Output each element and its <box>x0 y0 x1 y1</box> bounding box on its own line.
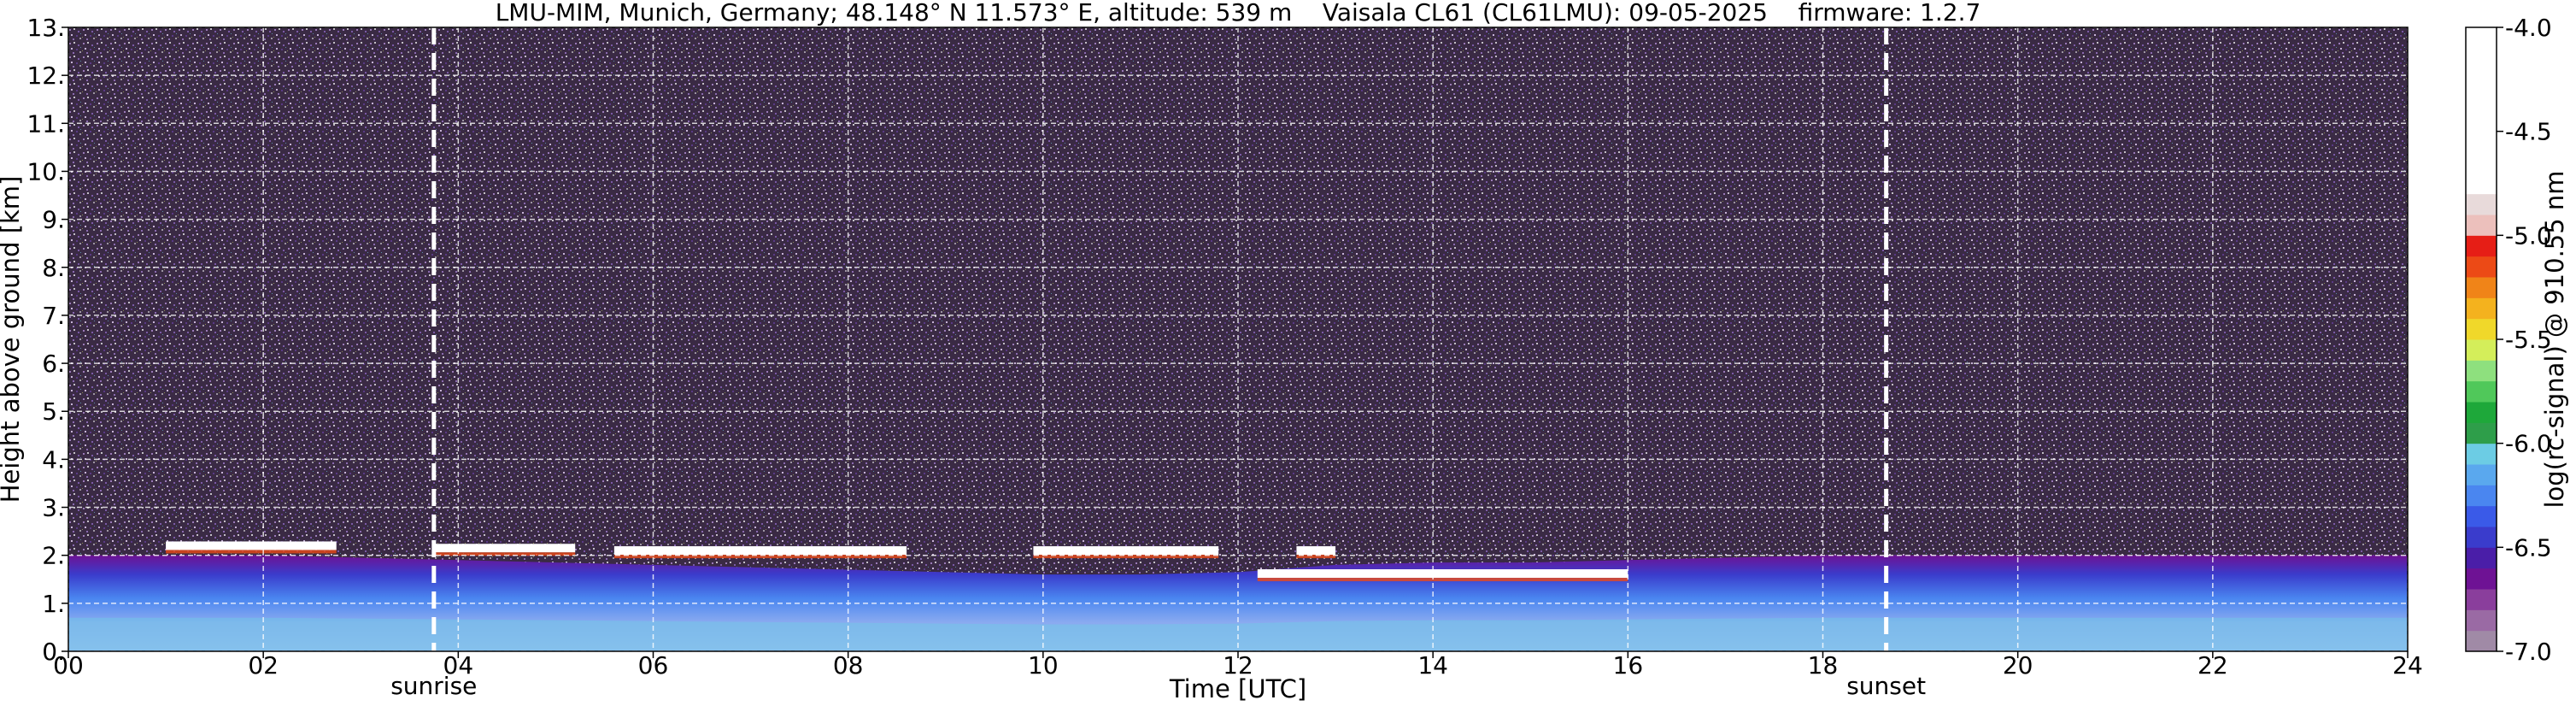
colorbar-tick-label: -6.5 <box>2505 533 2552 562</box>
colorbar-cell <box>2466 505 2497 527</box>
cloud-edge <box>1296 555 1336 559</box>
colorbar-tick-label: -6.0 <box>2505 430 2552 458</box>
x-tick-label: 04 <box>443 651 474 680</box>
colorbar-tick-label: -4.0 <box>2505 14 2552 42</box>
cloud-edge <box>1257 578 1628 582</box>
x-axis: 00 02 04 06 08 10 12 14 16 18 20 22 24 <box>53 651 2423 680</box>
y-tick-label: 12. <box>26 62 65 90</box>
x-tick-label: 24 <box>2392 651 2423 680</box>
y-tick-label: 8. <box>42 254 65 282</box>
y-axis: 0. 1. 2. 3. 4. 5. 6. 7. 8. 9. 10. 11. 12. 13. <box>26 14 68 666</box>
x-tick-label: 22 <box>2198 651 2228 680</box>
colorbar-ticks: -4.0 -4.5 -5.0 -5.5 -6.0 -6.5 -7.0 <box>2497 14 2552 666</box>
colorbar-cell <box>2466 318 2497 340</box>
colorbar-cell <box>2466 215 2497 236</box>
y-tick-label: 7. <box>42 302 65 330</box>
colorbar-cell <box>2466 235 2497 257</box>
cloud-segment <box>1296 546 1336 556</box>
colorbar-cell <box>2466 443 2497 465</box>
colorbar-cell <box>2466 380 2497 403</box>
y-tick-label: 4. <box>42 445 65 474</box>
gridlines <box>67 26 2409 652</box>
y-tick-label: 5. <box>42 397 65 426</box>
y-tick-label: 3. <box>42 494 65 522</box>
y-tick-label: 9. <box>42 206 65 234</box>
colorbar-tick-label: -7.0 <box>2505 638 2552 666</box>
plot-area: sunrise sunset <box>67 26 2409 700</box>
x-tick-label: 10 <box>1028 651 1059 680</box>
cloud-edge <box>613 555 907 559</box>
colorbar-cell <box>2466 277 2497 298</box>
event-markers: sunrise sunset <box>390 27 1926 700</box>
y-tick-label: 6. <box>42 350 65 378</box>
colorbar: -4.0 -4.5 -5.0 -5.5 -6.0 -6.5 -7.0 log(rc-sign… <box>2465 14 2569 666</box>
colorbar-cell <box>2466 527 2497 548</box>
colorbar-tick-label: -4.5 <box>2505 118 2552 146</box>
colorbar-cell <box>2466 339 2497 361</box>
cloud-segment <box>613 546 907 556</box>
y-tick-label: 10. <box>26 157 65 185</box>
colorbar-cell <box>2466 422 2497 444</box>
colorbar-cell <box>2466 589 2497 610</box>
cloud-segment <box>1033 546 1219 556</box>
colorbar-cells <box>2466 27 2497 652</box>
event-marker-label: sunrise <box>390 672 477 700</box>
event-marker-label: sunset <box>1846 672 1926 700</box>
x-tick-label: 16 <box>1613 651 1644 680</box>
colorbar-cell <box>2466 464 2497 485</box>
colorbar-cell <box>2466 547 2497 569</box>
x-tick-label: 14 <box>1417 651 1448 680</box>
cloud-edge <box>433 552 576 556</box>
y-tick-label: 1. <box>42 590 65 618</box>
colorbar-tick-label: -5.0 <box>2505 221 2552 250</box>
x-tick-label: 18 <box>1808 651 1839 680</box>
colorbar-cell <box>2466 193 2497 215</box>
colorbar-cell <box>2466 256 2497 278</box>
colorbar-cell <box>2466 402 2497 423</box>
x-tick-label: 02 <box>248 651 279 680</box>
cloud-edge <box>1033 555 1219 559</box>
y-tick-label: 13. <box>26 14 65 42</box>
colorbar-cell <box>2466 485 2497 507</box>
cloud-segment <box>166 541 337 550</box>
cloud-segment <box>433 544 576 553</box>
cloud-edge <box>166 550 337 554</box>
x-tick-label: 20 <box>2003 651 2033 680</box>
colorbar-cell <box>2466 609 2497 632</box>
y-tick-label: 0. <box>42 638 65 666</box>
y-axis-label: Height above ground [km] <box>0 176 25 503</box>
colorbar-cell <box>2466 297 2497 320</box>
colorbar-cell <box>2466 568 2497 590</box>
cloud-segment <box>1257 569 1628 579</box>
colorbar-tick-label: -5.5 <box>2505 326 2552 354</box>
colorbar-cell <box>2466 27 2497 195</box>
y-tick-label: 11. <box>26 109 65 138</box>
x-tick-label: 06 <box>638 651 669 680</box>
x-axis-label: Time [UTC] <box>1169 674 1306 703</box>
x-tick-label: 12 <box>1223 651 1253 680</box>
x-tick-label: 08 <box>833 651 864 680</box>
colorbar-cell <box>2466 360 2497 382</box>
x-tick-label: 00 <box>53 651 84 680</box>
colorbar-cell <box>2466 630 2497 652</box>
colorbar-label: log(rc-signal) @ 910.55 nm <box>2540 170 2569 508</box>
chart-title: LMU-MIM, Munich, Germany; 48.148° N 11.5… <box>496 0 1981 26</box>
y-tick-label: 2. <box>42 542 65 570</box>
